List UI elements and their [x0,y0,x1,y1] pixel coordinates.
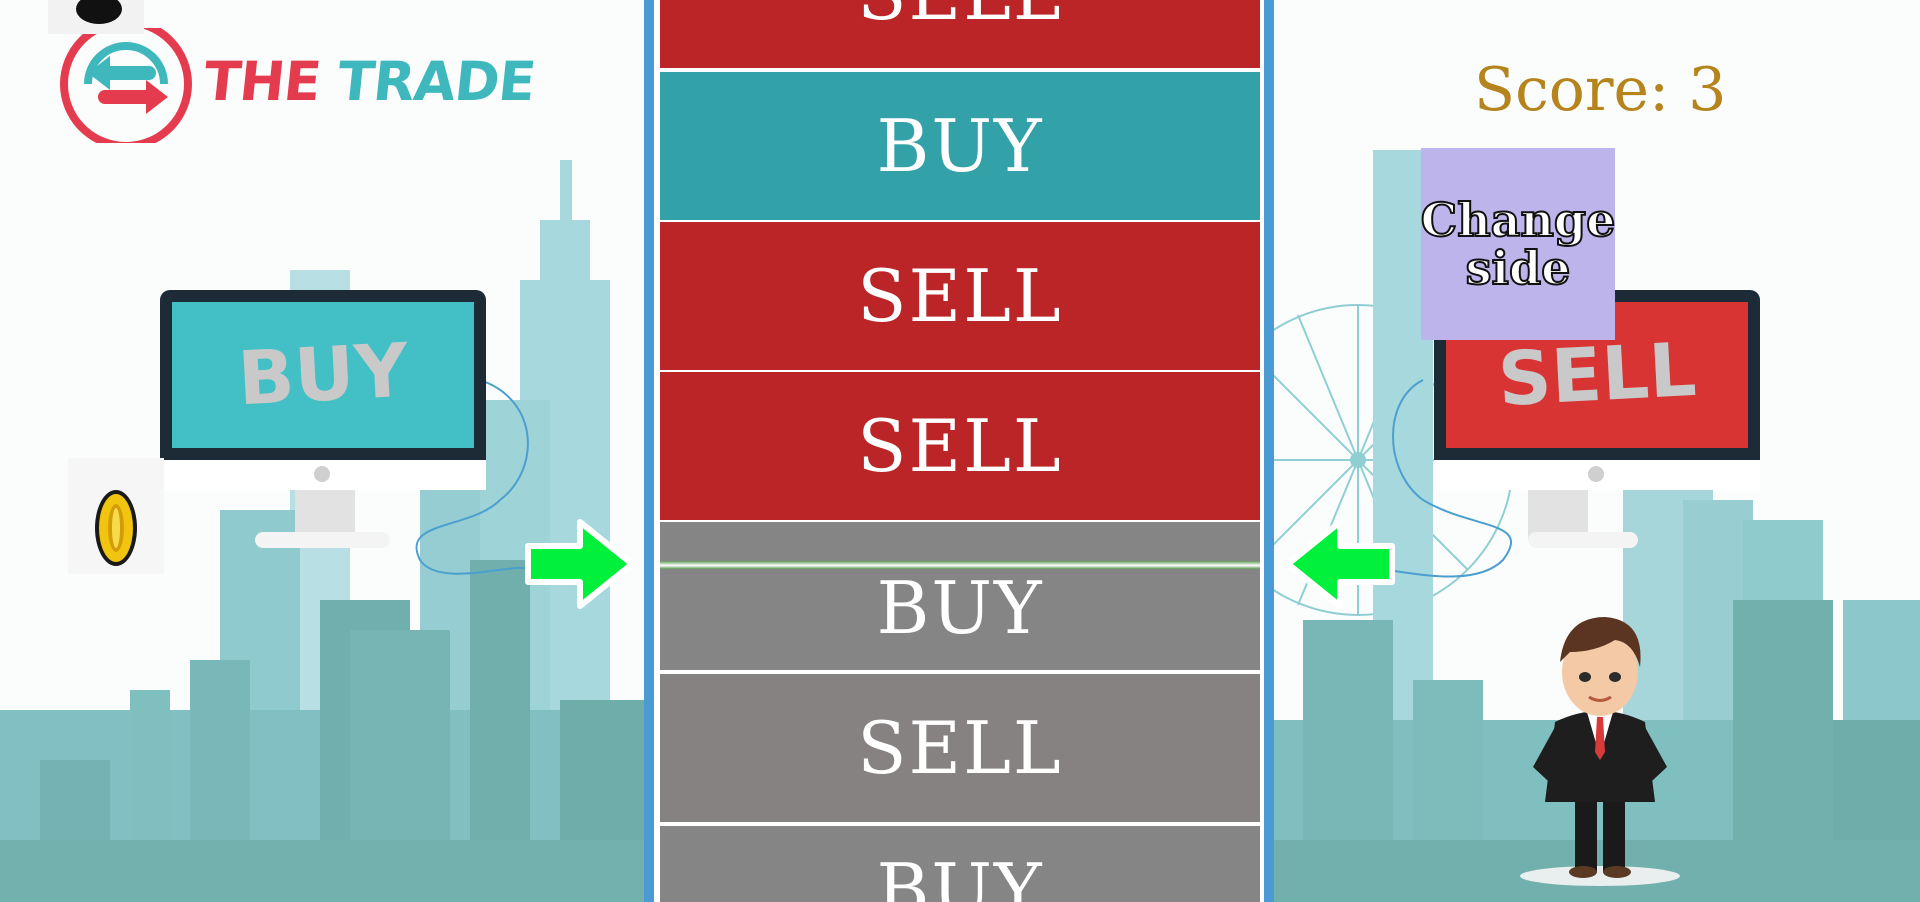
tile-label: SELL [857,706,1063,790]
right-arrow-graphic [525,519,635,609]
left-monitor-label: BUY [235,327,411,423]
trade-tile: BUY [660,72,1260,220]
trade-tile: SELL [660,0,1260,68]
change-side-label-line2: side [1465,241,1572,295]
trade-tile-passed: SELL [660,674,1260,822]
trade-logo: THE TRADE [58,28,548,143]
trade-column: SELL BUY SELL SELL BUY SELL BUY [660,0,1260,902]
trade-tile: SELL [660,222,1260,370]
trade-tile: SELL [660,372,1260,520]
trade-tile-passed: BUY [660,522,1260,670]
tile-label: BUY [876,566,1044,650]
tile-label: BUY [876,104,1044,188]
change-side-button[interactable]: Change side [1420,148,1617,340]
trade-tile-passed: BUY [660,826,1260,902]
tile-label: BUY [876,848,1044,902]
trade-logo-icon [60,28,192,143]
target-line [660,561,1260,569]
left-arrow-graphic [1285,519,1395,609]
left-monitor: BUY [160,290,486,490]
coin-icon-graphic [95,490,137,566]
left-column-border [644,0,654,902]
left-arrow-icon[interactable] [1282,516,1398,612]
score-display: Score: 3 [1474,55,1727,125]
change-side-label-line1: Change [1420,193,1617,247]
businessman-character [1515,582,1685,887]
tile-label: SELL [857,254,1063,338]
coin-icon [68,458,164,574]
left-monitor-screen: BUY [172,302,474,448]
right-column-border [1264,0,1274,902]
tile-label: SELL [857,0,1063,36]
businessman-graphic [1520,617,1680,886]
tile-label: SELL [857,404,1063,488]
right-monitor-label: SELL [1495,326,1699,424]
top-left-token [48,0,144,34]
logo-title: THE TRADE [200,50,538,113]
right-arrow-icon[interactable] [522,516,638,612]
